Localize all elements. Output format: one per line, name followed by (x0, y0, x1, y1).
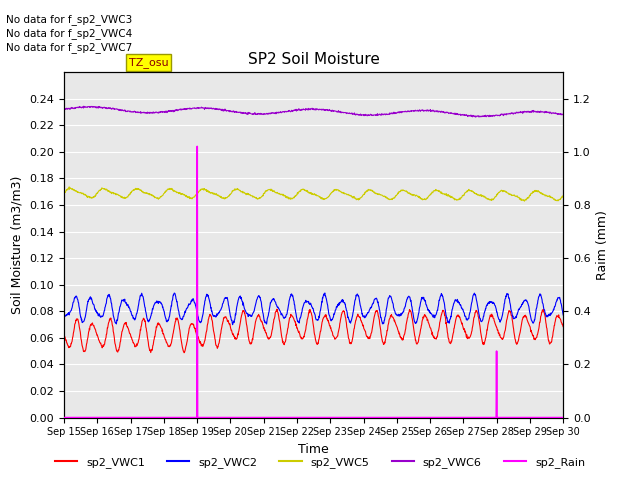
Y-axis label: Soil Moisture (m3/m3): Soil Moisture (m3/m3) (11, 176, 24, 314)
X-axis label: Time: Time (298, 443, 329, 456)
Y-axis label: Raim (mm): Raim (mm) (596, 210, 609, 280)
Text: No data for f_sp2_VWC7: No data for f_sp2_VWC7 (6, 42, 132, 53)
Legend: sp2_VWC1, sp2_VWC2, sp2_VWC5, sp2_VWC6, sp2_Rain: sp2_VWC1, sp2_VWC2, sp2_VWC5, sp2_VWC6, … (51, 452, 589, 472)
Text: No data for f_sp2_VWC4: No data for f_sp2_VWC4 (6, 28, 132, 39)
Title: SP2 Soil Moisture: SP2 Soil Moisture (248, 52, 380, 67)
Text: TZ_osu: TZ_osu (129, 57, 168, 68)
Text: No data for f_sp2_VWC3: No data for f_sp2_VWC3 (6, 13, 132, 24)
